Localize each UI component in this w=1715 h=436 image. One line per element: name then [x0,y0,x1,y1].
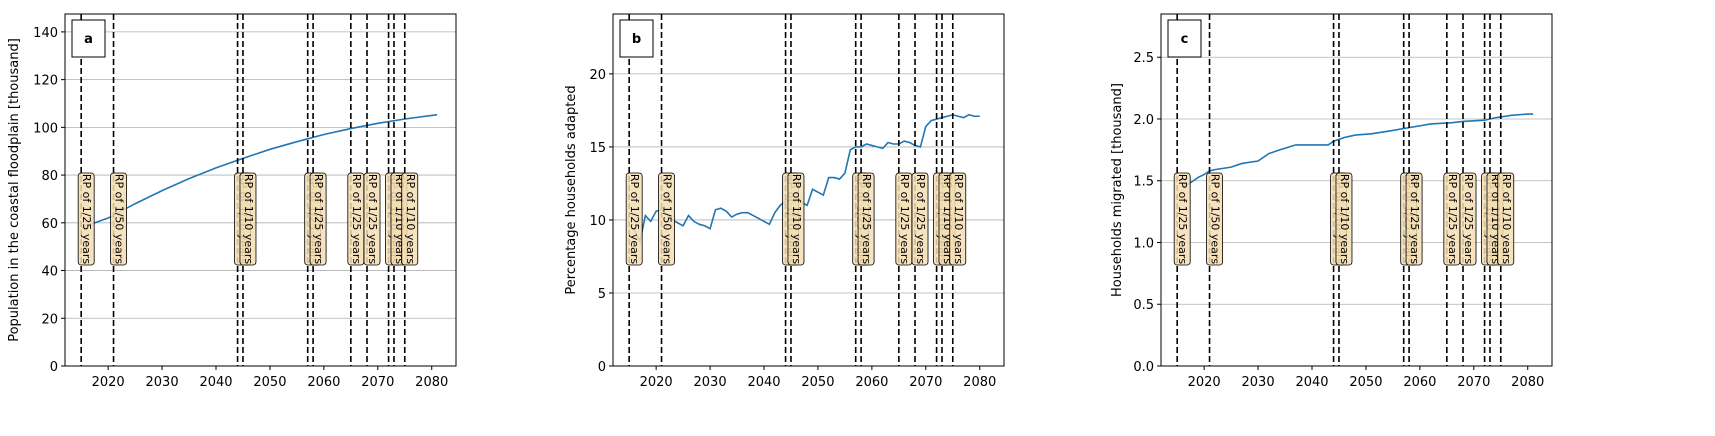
x-tick-label: 2070 [1457,375,1490,390]
event-label-box [1335,172,1353,266]
data-line [633,113,980,245]
event-label: RP of 1/25 years [1462,174,1475,265]
event-label: RP of 1/25 years [80,174,93,265]
y-tick-label: 120 [33,74,58,89]
x-tick-label: 2020 [640,375,673,390]
event-label: RP of 1/25 years [628,174,641,265]
x-tick-label: 2030 [146,375,179,390]
event-label: RP of 1/25 years [1446,174,1459,265]
event-label: RP of 1/25 years [914,174,927,265]
y-tick-label: 0 [598,360,606,375]
y-tick-label: 20 [41,312,58,327]
event-label-box [1405,172,1423,266]
event-label: RP of 1/10 years [1338,174,1351,265]
x-tick-label: 2080 [963,375,996,390]
y-tick-label: 0 [50,360,58,375]
x-tick-label: 2050 [253,375,286,390]
y-tick-label: 20 [589,68,606,83]
event-label: RP of 1/25 years [898,174,911,265]
y-tick-label: 15 [589,141,606,156]
event-label: RP of 1/10 years [952,174,965,265]
x-tick-label: 2060 [1403,375,1436,390]
event-label: RP of 1/25 years [1408,174,1421,265]
y-tick-label: 0.0 [1133,360,1154,375]
event-label: RP of 1/10 years [1500,174,1513,265]
event-label-box [911,172,929,266]
event-label-box [857,172,875,266]
x-tick-label: 2060 [307,375,340,390]
event-label: RP of 1/25 years [350,174,363,265]
event-label-box [110,172,127,266]
axes-frame [1160,13,1553,367]
panel-label-box [1167,19,1202,58]
y-tick-label: 1.0 [1133,236,1154,251]
event-label: RP of 1/50 years [661,174,674,265]
event-label-box [401,172,419,266]
event-label: RP of 1/25 years [366,174,379,265]
event-label: RP of 1/10 years [242,174,255,265]
event-label-box [1173,172,1191,266]
event-label-box [239,172,257,266]
y-axis-label: Percentage households adapted [564,85,579,294]
panel-label-box [619,19,654,58]
panel-label: c [1181,32,1189,47]
panel-label: a [84,32,93,47]
event-label: RP of 1/25 years [312,174,325,265]
y-tick-label: 100 [33,121,58,136]
x-tick-label: 2020 [92,375,125,390]
x-tick-label: 2050 [801,375,834,390]
panel-label: b [632,32,641,47]
x-tick-label: 2080 [415,375,448,390]
x-tick-label: 2080 [1511,375,1544,390]
y-tick-label: 2.5 [1133,51,1154,66]
panel-label-box [71,19,106,58]
event-label-box [949,172,967,266]
event-label-box [1206,172,1223,266]
x-tick-label: 2040 [1295,375,1328,390]
y-tick-label: 2.0 [1133,113,1154,128]
panel: 0.0 0.5 1.0 1.5 2.0 2.5 2020 2030 2040 2050 2060 20… [1110,13,1553,390]
y-tick-label: 40 [41,265,58,280]
y-tick-label: 80 [41,169,58,184]
x-tick-label: 2070 [909,375,942,390]
y-tick-label: 0.5 [1133,298,1154,313]
x-tick-label: 2050 [1349,375,1382,390]
data-line [80,113,438,229]
event-label-box [658,172,675,266]
y-tick-label: 1.5 [1133,175,1154,190]
y-tick-label: 60 [41,217,58,232]
event-label-box [1459,172,1477,266]
event-label-box [625,172,643,266]
event-label-box [77,172,95,266]
y-tick-label: 140 [33,26,58,41]
x-tick-label: 2030 [694,375,727,390]
event-label-box [363,172,381,266]
x-tick-label: 2040 [199,375,232,390]
event-label-box [787,172,805,266]
event-label: RP of 1/25 years [1176,174,1189,265]
event-label: RP of 1/50 years [113,174,126,265]
x-tick-label: 2040 [747,375,780,390]
x-tick-label: 2060 [855,375,888,390]
event-label: RP of 1/25 years [860,174,873,265]
event-label-box [1497,172,1515,266]
y-tick-label: 10 [589,214,606,229]
y-axis-label: Population in the coastal floodplain [th… [7,38,22,342]
y-axis-label: Households migrated [thousand] [1110,83,1125,297]
x-tick-label: 2030 [1242,375,1275,390]
y-tick-label: 5 [598,287,606,302]
axes-frame [64,13,457,367]
event-label: RP of 1/10 years [404,174,417,265]
x-tick-label: 2070 [361,375,394,390]
x-tick-label: 2020 [1188,375,1221,390]
axes-frame [612,13,1005,367]
data-line [1182,113,1534,187]
event-label: RP of 1/50 years [1209,174,1222,265]
event-label-box [309,172,327,266]
event-label: RP of 1/10 years [790,174,803,265]
